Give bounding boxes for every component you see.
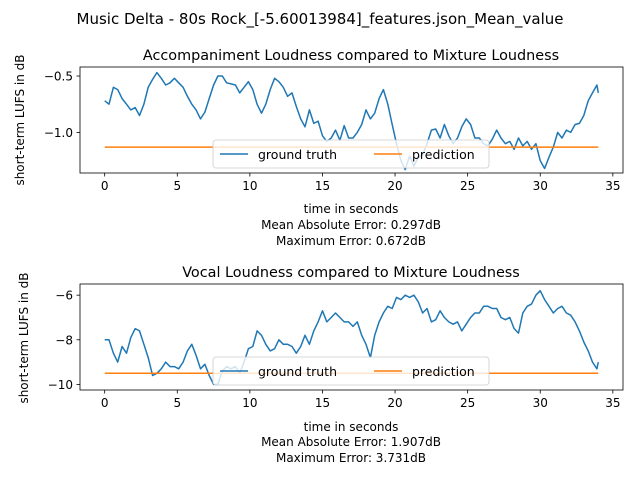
chart-title: Accompaniment Loudness compared to Mixtu… (143, 48, 559, 64)
legend-frame (212, 356, 490, 386)
x-tick-label: 5 (173, 179, 181, 193)
x-tick-label: 15 (315, 396, 330, 410)
chart-title: Vocal Loudness compared to Mixture Loudn… (182, 265, 520, 281)
legend: ground truth prediction (212, 356, 490, 386)
x-tick-label: 10 (242, 396, 257, 410)
x-tick-label: 0 (101, 396, 109, 410)
x-axis-label: time in seconds (304, 202, 399, 216)
metric-maximum-error: Maximum Error: 3.731dB (276, 451, 426, 465)
x-tick-label: 20 (387, 179, 402, 193)
x-tick-label: 5 (173, 396, 181, 410)
axes-frame (79, 66, 624, 174)
y-tick-label: −8 (55, 333, 73, 347)
y-tick-label: −10 (48, 378, 73, 392)
x-tick-label: 10 (242, 179, 257, 193)
x-tick-label: 35 (605, 396, 620, 410)
axis-ticks: 0 5 10 15 20 25 30 35 −10 −8 −6 (48, 289, 621, 410)
legend-label-prediction: prediction (412, 147, 475, 162)
legend-frame (212, 139, 490, 169)
x-tick-label: 30 (533, 396, 548, 410)
x-tick-label: 20 (387, 396, 402, 410)
x-axis-label: time in seconds (304, 420, 399, 434)
legend: ground truth prediction (212, 139, 490, 169)
x-tick-label: 25 (460, 179, 475, 193)
y-axis-label: short-term LUFS in dB (13, 54, 27, 185)
series-line-ground-truth (104, 289, 600, 386)
x-tick-label: 25 (460, 396, 475, 410)
metric-mean-absolute-error: Mean Absolute Error: 1.907dB (261, 435, 441, 449)
y-axis-label: short-term LUFS in dB (17, 272, 31, 403)
y-tick-label: −6 (55, 289, 73, 303)
axis-ticks: 0 5 10 15 20 25 30 35 −1.0 −0.5 (44, 70, 621, 193)
legend-label-ground-truth: ground truth (258, 364, 337, 379)
x-tick-label: 30 (533, 179, 548, 193)
x-tick-label: 0 (101, 179, 109, 193)
x-tick-label: 35 (605, 179, 620, 193)
metric-mean-absolute-error: Mean Absolute Error: 0.297dB (261, 218, 441, 232)
chart-accompaniment: Accompaniment Loudness compared to Mixtu… (13, 48, 624, 248)
legend-label-prediction: prediction (412, 364, 475, 379)
metric-maximum-error: Maximum Error: 0.672dB (276, 234, 426, 248)
series-line-ground-truth (104, 71, 600, 171)
figure-suptitle: Music Delta - 80s Rock_[-5.60013984]_fea… (77, 10, 564, 29)
y-tick-label: −0.5 (44, 70, 73, 84)
y-tick-label: −1.0 (44, 126, 73, 140)
x-tick-label: 15 (315, 179, 330, 193)
legend-label-ground-truth: ground truth (258, 147, 337, 162)
chart-vocal: Vocal Loudness compared to Mixture Loudn… (17, 265, 624, 465)
axes-frame (79, 283, 624, 391)
